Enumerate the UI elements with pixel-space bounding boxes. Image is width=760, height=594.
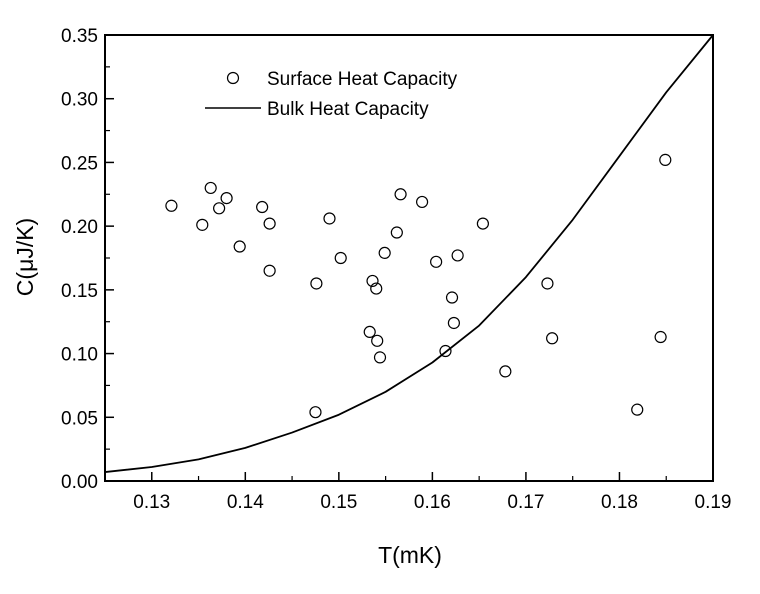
surface-heat-capacity-point [654,330,667,344]
x-axis-title: T(mK) [378,542,442,568]
surface-heat-capacity-point [439,344,452,358]
surface-heat-capacity-point [394,188,407,201]
surface-heat-capacity-point [220,192,233,205]
surface-points-layer [165,153,672,419]
legend-surface-marker [226,71,240,85]
surface-heat-capacity-point [546,332,559,345]
x-tick-label: 0.18 [601,492,638,513]
legend: Surface Heat Capacity Bulk Heat Capacity [205,69,458,120]
surface-heat-capacity-point [499,365,512,378]
x-tick-label: 0.17 [507,492,544,513]
surface-heat-capacity-point [256,200,269,214]
bulk-curve-layer [104,34,714,473]
bulk-heat-capacity-line [104,34,714,473]
surface-heat-capacity-point [631,403,644,416]
x-tick-label: 0.19 [695,492,732,513]
plot-area [104,34,714,473]
legend-bulk-label: Bulk Heat Capacity [267,99,429,120]
surface-heat-capacity-point [213,202,226,215]
surface-heat-capacity-point [366,274,379,288]
y-tick-label: 0.35 [61,26,98,47]
surface-heat-capacity-point [263,264,276,277]
x-tick-label: 0.15 [320,492,357,513]
surface-heat-capacity-point [363,325,376,339]
surface-heat-capacity-point [165,199,178,212]
surface-heat-capacity-point [541,277,554,290]
surface-heat-capacity-point [233,240,246,253]
surface-heat-capacity-point [371,334,384,347]
surface-heat-capacity-point [378,246,391,260]
x-axis: 0.13 0.14 0.15 0.16 0.17 0.18 0.19 [133,472,731,513]
y-axis: 0.00 0.05 0.10 0.15 0.20 0.25 0.30 0.35 [61,26,114,493]
x-tick-label: 0.13 [133,492,170,513]
y-tick-label: 0.25 [61,153,98,174]
surface-heat-capacity-point [204,181,217,195]
x-tick-label: 0.14 [227,492,264,513]
surface-heat-capacity-point [430,255,443,268]
surface-heat-capacity-point [334,251,347,265]
surface-heat-capacity-point [323,212,336,225]
surface-heat-capacity-point [310,277,323,290]
surface-heat-capacity-point [659,153,672,166]
y-tick-label: 0.20 [61,217,98,238]
surface-heat-capacity-point [415,195,429,209]
y-axis-title: C(μJ/K) [12,218,38,296]
legend-surface-label: Surface Heat Capacity [267,69,458,90]
y-tick-label: 0.15 [61,281,98,302]
surface-heat-capacity-point [309,406,322,419]
surface-heat-capacity-point [476,217,489,230]
surface-heat-capacity-point [196,218,209,231]
surface-heat-capacity-point [373,351,387,364]
y-tick-label: 0.10 [61,345,98,366]
surface-heat-capacity-point [370,282,383,295]
surface-heat-capacity-point [445,291,459,304]
y-tick-label: 0.30 [61,90,98,111]
surface-heat-capacity-point [447,316,460,330]
surface-heat-capacity-point [390,226,403,239]
surface-heat-capacity-point [451,249,464,262]
surface-heat-capacity-point [263,217,276,230]
y-tick-label: 0.00 [61,472,98,493]
x-tick-label: 0.16 [414,492,451,513]
y-tick-label: 0.05 [61,408,98,429]
